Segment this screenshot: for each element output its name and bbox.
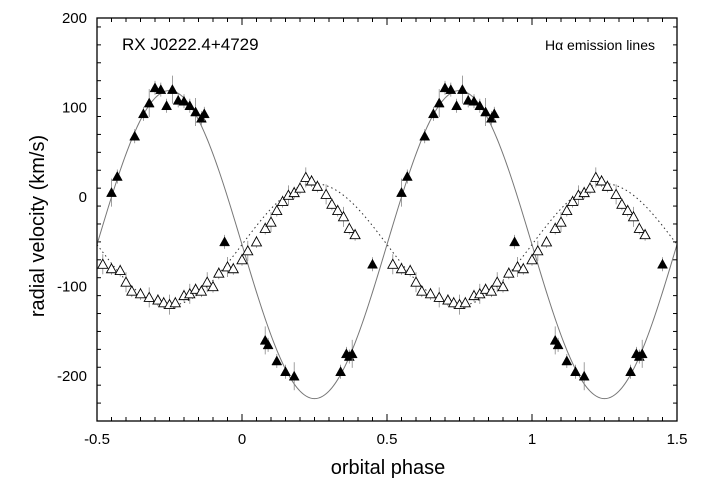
x-tick-label: 0.5 (377, 431, 398, 448)
open-triangle-point (434, 292, 444, 301)
open-triangle-point (542, 237, 552, 246)
filled-triangle-point (130, 131, 140, 140)
open-triangle-point (98, 259, 108, 268)
x-tick-label: 1 (528, 431, 536, 448)
y-tick-label: 200 (62, 10, 87, 27)
object-label: RX J0222.4+4729 (122, 35, 259, 54)
filled-triangle-point (167, 85, 177, 94)
open-triangle-point (252, 237, 262, 246)
open-triangle-point (136, 289, 146, 298)
open-triangle-point (127, 286, 137, 295)
open-triangle-point (634, 223, 644, 232)
filled-triangle-point (489, 109, 499, 118)
tick-labels: -0.5 0 0.5 1 1.5 200 100 0 -100 -200 (57, 10, 687, 448)
filled-triangle-point (434, 98, 444, 107)
open-triangle-point (585, 183, 595, 192)
fit-curve-solid (97, 91, 677, 399)
x-axis-title: orbital phase (331, 457, 446, 479)
filled-triangle-point (452, 101, 462, 110)
open-triangle-point (144, 292, 154, 301)
filled-triangle-point (162, 101, 172, 110)
line-label-prefix: H (545, 37, 555, 53)
filled-triangle-point (112, 172, 122, 181)
filled-triangle-point (428, 109, 438, 118)
y-tick-label: 100 (62, 100, 87, 117)
filled-triangle-point (199, 109, 209, 118)
open-triangle-point (388, 259, 398, 268)
filled-triangle-point (658, 259, 668, 268)
open-triangle-point (121, 277, 131, 286)
open-triangle-point (417, 286, 427, 295)
filled-triangle-point (144, 98, 154, 107)
filled-triangle-point (397, 188, 407, 197)
line-label-greek: α (555, 37, 563, 53)
open-triangle-point (266, 217, 276, 226)
open-triangle-point (344, 223, 354, 232)
plot-frame (97, 18, 677, 421)
x-tick-label: 0 (238, 431, 246, 448)
open-triangle-point (492, 277, 502, 286)
filled-triangle-point (138, 109, 148, 118)
filled-triangle-point (220, 237, 230, 246)
line-label-suffix: emission lines (563, 37, 655, 53)
y-tick-label: -100 (57, 279, 87, 296)
open-triangle-point (202, 277, 212, 286)
filled-triangle-point (281, 367, 291, 376)
open-triangle-point (556, 217, 566, 226)
filled-triangle-point (402, 172, 412, 181)
open-triangle-point (411, 277, 421, 286)
filled-triangle-point (368, 259, 378, 268)
open-triangle-point (243, 246, 253, 255)
y-tick-label: -200 (57, 368, 87, 385)
y-tick-label: 0 (79, 189, 87, 206)
filled-triangle-point (420, 131, 430, 140)
filled-triangle-point (571, 367, 581, 376)
open-triangle-point (214, 268, 224, 277)
open-triangle-point (327, 199, 337, 208)
open-triangle-point (272, 206, 282, 215)
x-tick-label: 1.5 (667, 431, 688, 448)
y-axis-title: radial velocity (km/s) (27, 135, 49, 317)
ticks-layer (97, 18, 677, 421)
x-tick-label: -0.5 (84, 431, 110, 448)
open-triangle-point (617, 199, 627, 208)
open-triangle-point (426, 289, 436, 298)
fit-curves (97, 91, 677, 399)
data-points (98, 76, 668, 391)
filled-triangle-point (457, 85, 467, 94)
open-triangle-point (295, 183, 305, 192)
open-triangle-point (533, 246, 543, 255)
line-label: Hα emission lines (545, 37, 655, 53)
filled-triangle-point (510, 237, 520, 246)
filled-triangle-point (107, 188, 117, 197)
